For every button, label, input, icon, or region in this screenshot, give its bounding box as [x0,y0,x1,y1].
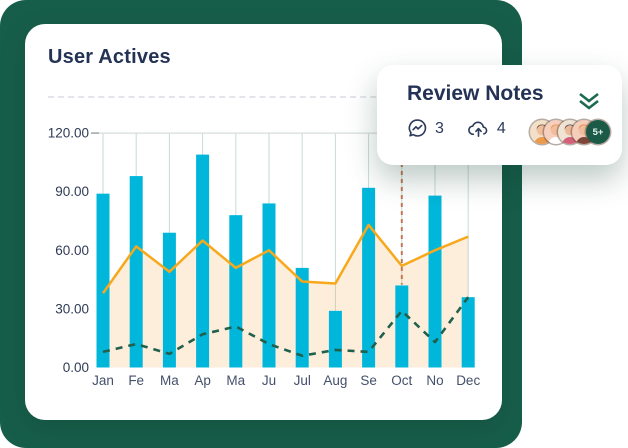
x-axis-label: Ap [194,373,211,388]
bar [461,297,475,368]
bar [295,267,309,368]
avatar-overflow-badge[interactable]: 5+ [586,120,610,144]
messenger-chat-icon [408,119,427,137]
bar [96,193,110,368]
x-axis-label: Jul [294,373,311,388]
x-axis-label: Fe [128,373,144,388]
bar [328,310,342,368]
page-title: User Actives [48,46,171,68]
avatar-stack[interactable]: 5+ [530,120,610,144]
x-axis-label: Jan [92,373,114,388]
bar [229,215,243,368]
x-axis-label: Dec [456,373,480,388]
expand-button[interactable] [575,91,603,115]
comments-count: 3 [435,119,444,137]
y-axis-label: 60.00 [55,243,89,258]
y-axis-label: 0.00 [63,360,89,375]
bar [262,203,276,368]
x-axis-label: Ju [262,373,276,388]
bar [162,232,176,368]
bar [428,195,442,368]
uploads-count: 4 [496,119,506,137]
bar [395,285,409,368]
x-axis-label: Se [360,373,377,388]
comments-stat[interactable]: 3 [407,118,444,139]
dashed-line [102,296,470,358]
trend-line [101,223,469,294]
x-axis-label: Ma [226,373,245,388]
review-stats: 3 4 [407,118,506,139]
review-notes-title: Review Notes [407,82,544,105]
bar [362,187,376,368]
dashed-divider [48,96,477,98]
bar [196,154,210,368]
x-axis-label: No [426,373,443,388]
x-axis-label: Aug [323,373,347,388]
y-axis-label: 30.00 [55,301,89,316]
x-axis-label: Ma [160,373,179,388]
y-axis-label: 120.00 [48,126,89,141]
chevron-double-down-icon [579,92,599,110]
bar [129,176,143,368]
review-notes-card[interactable]: Review Notes 3 4 5+ [377,65,622,165]
area-fill [103,224,469,368]
cloud-upload-icon [468,121,488,137]
y-axis-label: 90.00 [55,184,89,199]
x-axis-label: Oct [391,373,412,388]
uploads-stat[interactable]: 4 [467,118,506,139]
